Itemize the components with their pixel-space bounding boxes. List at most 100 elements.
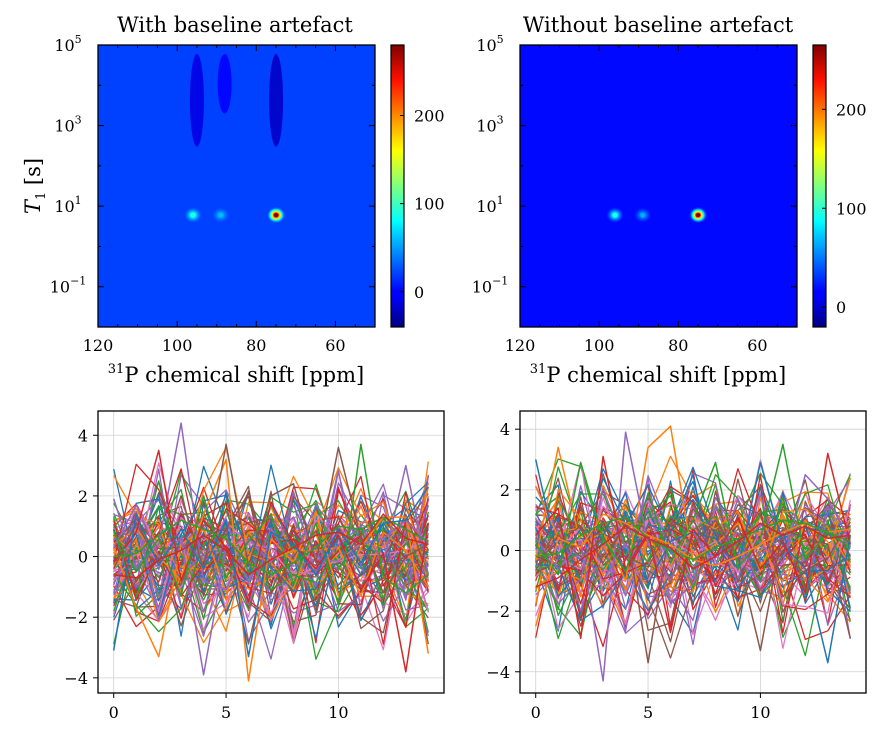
series-line bbox=[113, 508, 429, 645]
y-tick-label: 2 bbox=[78, 487, 88, 506]
x-axis-label-superscript: 31 bbox=[108, 362, 125, 377]
y-tick-label: −2 bbox=[64, 608, 88, 627]
colorbar-tick-label: 200 bbox=[414, 107, 445, 126]
y-tick-label-exponent: 3 bbox=[497, 114, 504, 127]
x-axis-label: 31P chemical shift [ppm] bbox=[530, 362, 786, 387]
y-tick-label-base: 10 bbox=[54, 197, 74, 216]
series-line bbox=[535, 516, 851, 561]
series-group bbox=[534, 425, 852, 682]
series-line bbox=[535, 443, 851, 576]
x-tick-label: 100 bbox=[162, 336, 193, 355]
series-line bbox=[113, 513, 429, 579]
y-tick-label-base: 10 bbox=[476, 197, 496, 216]
colorbar-tick-label: 100 bbox=[414, 195, 445, 214]
peak-mark bbox=[218, 213, 223, 218]
series-line bbox=[112, 422, 429, 591]
colorbar-gradient bbox=[390, 44, 405, 328]
y-tick-label-exponent: 1 bbox=[75, 194, 82, 207]
colorbar-tick-label: 100 bbox=[836, 199, 867, 218]
x-tick-label: 120 bbox=[505, 336, 536, 355]
y-tick-label: 4 bbox=[500, 420, 510, 439]
baseline-artefact-streak bbox=[189, 53, 204, 147]
x-axis-label-superscript: 31 bbox=[530, 362, 547, 377]
x-tick-label: 60 bbox=[747, 336, 767, 355]
colorbar: 0 100 200 bbox=[812, 44, 867, 328]
series-group bbox=[112, 422, 430, 682]
y-tick-label: 101 bbox=[54, 194, 81, 216]
series-line bbox=[535, 519, 852, 664]
series-line bbox=[113, 511, 429, 621]
y-tick-label-base: 10 bbox=[476, 117, 496, 136]
y-tick-label: −4 bbox=[64, 669, 88, 688]
y-tick-label-exponent: 3 bbox=[75, 114, 82, 127]
chart-title: With baseline artefact bbox=[117, 13, 353, 37]
line-plot-right: 0 5 10 −4 −2 0 2 4 bbox=[486, 410, 867, 722]
series-line bbox=[113, 516, 429, 576]
heatmap-background bbox=[98, 45, 375, 327]
series-line bbox=[113, 443, 429, 594]
heatmap-image bbox=[98, 45, 375, 327]
y-tick-label: 0 bbox=[500, 541, 510, 560]
plot-frame bbox=[97, 410, 445, 694]
y-axis-label-subscript: 1 bbox=[34, 192, 49, 200]
x-axis-label-text: P chemical shift [ppm] bbox=[124, 363, 364, 387]
y-tick-label-exponent: 5 bbox=[497, 33, 504, 46]
series-line bbox=[113, 458, 430, 682]
series-line bbox=[113, 449, 430, 673]
y-tick-label-exponent: 5 bbox=[75, 33, 82, 46]
x-tick-label: 10 bbox=[750, 703, 770, 722]
y-axis-label-unit: [s] bbox=[21, 158, 45, 192]
line-plot-left: 0 5 10 −4 −2 0 2 4 bbox=[64, 410, 445, 722]
x-tick-label: 0 bbox=[531, 703, 541, 722]
x-tick-label: 80 bbox=[246, 336, 266, 355]
y-tick-label-exponent: 1 bbox=[497, 194, 504, 207]
heatmap-plot-area bbox=[98, 45, 375, 327]
y-tick-label: 4 bbox=[78, 426, 88, 445]
y-tick-label: 10−1 bbox=[472, 275, 509, 297]
y-tick-label: −4 bbox=[486, 663, 510, 682]
baseline-artefact-streak bbox=[269, 53, 284, 147]
heatmap-plot-area bbox=[520, 45, 797, 327]
series-line bbox=[535, 518, 851, 648]
series-line bbox=[113, 481, 429, 622]
y-tick-label: 0 bbox=[78, 548, 88, 567]
colorbar-gradient bbox=[812, 44, 827, 328]
series-line bbox=[535, 474, 851, 596]
peak-mark bbox=[612, 213, 618, 218]
series-line bbox=[535, 516, 851, 603]
heatmap-with-artefact: With baseline artefact 120 100 80 601051031… bbox=[21, 13, 445, 387]
peak-mark bbox=[274, 213, 279, 218]
colorbar-tick-label: 0 bbox=[836, 298, 846, 317]
peak-mark bbox=[190, 213, 196, 218]
y-tick-label: 101 bbox=[476, 194, 503, 216]
x-tick-label: 120 bbox=[83, 336, 114, 355]
series-line bbox=[113, 443, 429, 606]
colorbar-tick-label: 200 bbox=[836, 100, 867, 119]
y-tick-label-base: 10 bbox=[472, 278, 492, 297]
series-line bbox=[535, 452, 852, 640]
series-line bbox=[535, 478, 851, 605]
x-tick-label: 100 bbox=[584, 336, 615, 355]
x-tick-label: 5 bbox=[221, 703, 231, 722]
series-line bbox=[113, 466, 429, 600]
x-tick-label: 10 bbox=[328, 703, 348, 722]
y-tick-label: 103 bbox=[476, 114, 503, 136]
series-line bbox=[113, 475, 429, 644]
heatmap-image bbox=[520, 45, 797, 327]
heatmap-without-artefact: Without baseline artefact 120 100 80 601051… bbox=[472, 13, 867, 387]
y-tick-label-base: 10 bbox=[50, 278, 70, 297]
y-tick-label: 103 bbox=[54, 114, 81, 136]
chart-title: Without baseline artefact bbox=[523, 13, 794, 37]
plot-frame bbox=[519, 410, 867, 694]
x-axis-label-text: P chemical shift [ppm] bbox=[546, 363, 786, 387]
y-tick-label: 105 bbox=[476, 33, 503, 55]
heatmap-background bbox=[520, 45, 797, 327]
y-tick-label: 2 bbox=[500, 481, 510, 500]
y-axis-label: T1 [s] bbox=[21, 158, 49, 214]
x-axis-label: 31P chemical shift [ppm] bbox=[108, 362, 364, 387]
x-tick-label: 5 bbox=[643, 703, 653, 722]
series-line bbox=[113, 463, 429, 606]
